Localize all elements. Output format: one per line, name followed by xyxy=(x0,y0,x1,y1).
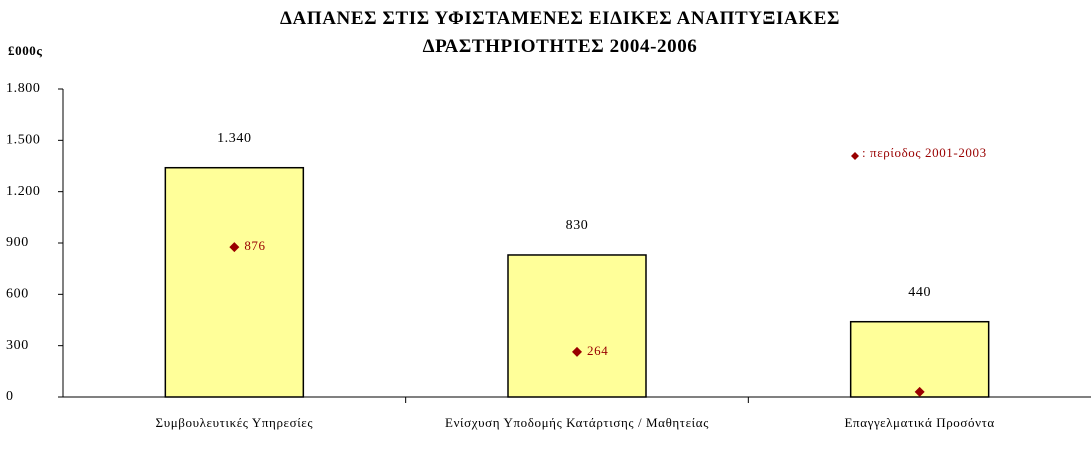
text-line: ΔΡΑΣΤΗΡΙΟΤΗΤΕΣ 2004-2006 xyxy=(423,36,698,57)
y-tick-label: 900 xyxy=(6,235,29,250)
y-tick-label: 1.500 xyxy=(6,133,41,148)
y-tick-label: 1.800 xyxy=(6,81,41,96)
x-tick-label: Συμβουλευτικές Υπηρεσίες xyxy=(156,415,314,430)
text-line: ΔΑΠΑΝΕΣ ΣΤΙΣ ΥΦΙΣΤΑΜΕΝΕΣ ΕΙΔΙΚΕΣ ΑΝΑΠΤΥΞ… xyxy=(280,8,840,29)
legend-label: : περίοδος 2001-2003 xyxy=(862,145,987,160)
marker-label: 264 xyxy=(587,343,608,358)
marker xyxy=(572,346,582,357)
bar xyxy=(164,166,305,398)
y-tick-label: 1.200 xyxy=(6,184,41,199)
bar xyxy=(849,320,990,398)
bar-label: 830 xyxy=(566,218,589,233)
text-line: Επαγγελματικά Προσόντα xyxy=(844,415,994,430)
bar xyxy=(507,254,647,398)
marker xyxy=(914,386,925,397)
x-tick-label: Επαγγελματικά Προσόντα xyxy=(844,415,994,430)
y-tick-label: 600 xyxy=(6,287,29,302)
marker-label: 876 xyxy=(244,238,265,253)
marker xyxy=(229,242,240,253)
bar-label: 1.340 xyxy=(217,131,252,146)
x-tick-label: Ενίσχυση Υποδομής Κατάρτισης / Μαθητείας xyxy=(445,415,709,430)
y-tick-label: 300 xyxy=(6,338,29,353)
bar-label: 440 xyxy=(908,285,931,300)
text-line: Συμβουλευτικές Υπηρεσίες xyxy=(156,415,314,430)
chart-title: ΔΑΠΑΝΕΣ ΣΤΙΣ ΥΦΙΣΤΑΜΕΝΕΣ ΕΙΔΙΚΕΣ ΑΝΑΠΤΥΞ… xyxy=(280,8,840,57)
y-tick-label: 0 xyxy=(6,389,14,404)
legend-marker xyxy=(851,152,859,160)
text-line: Ενίσχυση Υποδομής Κατάρτισης / Μαθητείας xyxy=(445,415,709,430)
y-axis-label: £000ς xyxy=(8,43,42,58)
